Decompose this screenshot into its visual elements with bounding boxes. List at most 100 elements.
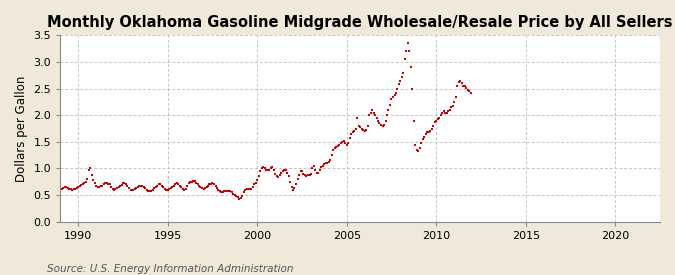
Point [446,105,456,109]
Point [265,166,276,171]
Point [161,188,171,192]
Point [230,193,240,197]
Point [104,182,115,187]
Point [149,186,160,190]
Point [223,189,234,194]
Point [252,178,263,182]
Point [157,183,167,188]
Point [67,188,78,192]
Point [258,165,269,170]
Point [398,70,409,75]
Point [381,113,392,117]
Point [70,187,80,191]
Point [92,184,103,189]
Point [408,118,419,123]
Point [401,49,412,54]
Point [210,183,221,188]
Point [431,118,441,123]
Point [379,123,389,127]
Point [240,188,250,192]
Point [329,146,340,150]
Point [328,148,339,152]
Point [435,113,446,117]
Point [236,196,246,200]
Point [443,109,454,113]
Point [273,175,284,179]
Point [249,182,260,187]
Point [419,134,430,139]
Point [85,166,96,171]
Point [124,185,134,190]
Point [337,140,348,144]
Point [284,174,294,179]
Point [61,185,72,189]
Point [242,186,252,191]
Point [459,84,470,88]
Point [319,162,330,166]
Point [152,183,163,188]
Point [373,118,383,123]
Point [407,86,418,91]
Point [294,173,304,177]
Point [440,110,451,115]
Point [63,186,74,190]
Point [209,182,219,187]
Point [316,165,327,170]
Point [280,168,291,172]
Point [195,184,206,189]
Point [234,197,245,201]
Point [72,186,82,190]
Point [306,172,317,176]
Point [323,160,334,164]
Point [253,174,264,179]
Point [452,84,462,88]
Point [371,116,382,120]
Point [90,183,101,188]
Point [73,185,84,189]
Point [355,125,366,129]
Point [206,182,217,186]
Point [167,185,178,189]
Point [198,186,209,191]
Point [134,183,145,188]
Point [171,181,182,186]
Y-axis label: Dollars per Gallon: Dollars per Gallon [15,75,28,182]
Point [387,94,398,99]
Point [464,89,475,94]
Point [244,186,255,191]
Point [268,167,279,172]
Point [267,165,277,169]
Point [383,108,394,112]
Point [414,146,425,150]
Point [308,164,319,168]
Point [370,113,381,117]
Point [164,187,175,191]
Point [201,184,212,189]
Point [427,126,437,131]
Point [88,178,99,182]
Point [151,185,161,189]
Point [131,185,142,190]
Point [216,190,227,195]
Point [207,181,218,186]
Point [217,190,228,195]
Point [128,188,139,192]
Point [352,116,362,120]
Point [458,84,468,88]
Point [422,130,433,134]
Point [386,97,397,101]
Point [350,126,361,131]
Point [271,174,282,179]
Point [313,170,324,175]
Point [58,186,69,190]
Point [136,183,146,188]
Point [243,186,254,191]
Point [147,188,158,192]
Point [437,110,448,115]
Point [270,172,281,176]
Point [429,119,440,124]
Point [159,186,170,191]
Point [190,181,201,185]
Point [113,185,124,189]
Point [450,94,461,99]
